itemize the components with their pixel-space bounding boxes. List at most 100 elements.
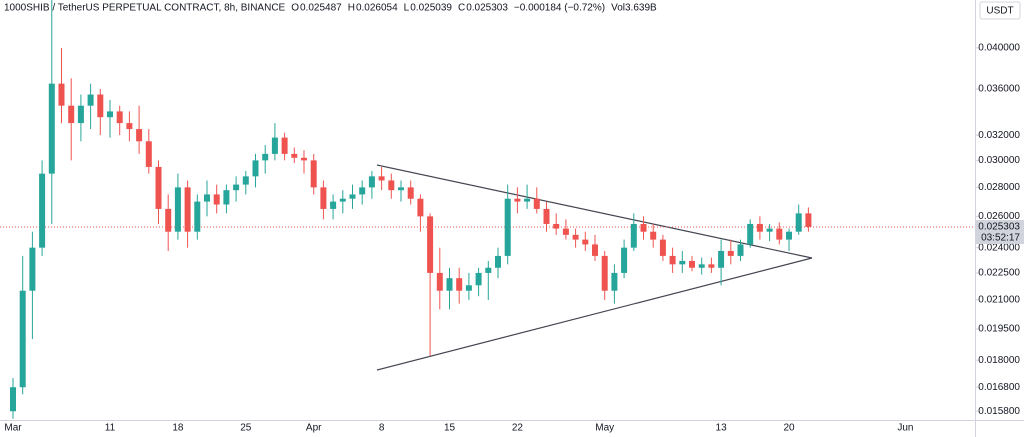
candle-body (330, 201, 337, 209)
candle-body (136, 129, 143, 142)
candle-body (242, 176, 249, 185)
candle-body (174, 187, 181, 232)
candle-body (766, 228, 773, 232)
readout-volume: Vol3.639B (611, 3, 657, 14)
candle-body (165, 208, 172, 232)
y-tick-label: 0.036000 (978, 84, 1020, 95)
x-tick-label: Apr (306, 423, 322, 434)
candle-body (87, 94, 94, 106)
candle-body (97, 94, 104, 118)
candle-body (543, 208, 550, 224)
candle-body (465, 285, 472, 291)
candle-body (19, 290, 26, 388)
candle-body (107, 111, 113, 118)
candle-body (533, 198, 540, 209)
candle-body (378, 176, 385, 181)
currency[interactable]: USDT (986, 6, 1013, 17)
y-tick-label: 0.026000 (978, 211, 1020, 222)
y-tick-label: 0.019500 (978, 324, 1020, 335)
candle-body (795, 213, 802, 232)
candle-body (398, 187, 404, 191)
candle-body (310, 160, 317, 188)
candle-body (562, 228, 569, 235)
candle-body (611, 272, 618, 291)
y-tick-label: 0.021000 (978, 295, 1020, 306)
candle-body (776, 228, 783, 240)
candle-body (10, 387, 16, 412)
candle-body (708, 264, 715, 268)
readout-change: −0.000184 (−0.72%) (514, 3, 605, 14)
trendline-upper (376, 164, 813, 259)
candle-body (339, 198, 346, 202)
candle-body (39, 173, 46, 248)
x-tick-label: Mar (4, 423, 22, 434)
candle-body (504, 198, 511, 256)
y-tick-label: 0.015800 (978, 406, 1020, 417)
readout-value: 0.026054 (356, 3, 398, 14)
y-tick-label: 0.016800 (978, 382, 1020, 393)
candle-body (407, 187, 414, 199)
trendline-lower (376, 257, 813, 371)
candle-body (320, 187, 327, 209)
candle-body (48, 83, 55, 174)
x-tick-label: 18 (172, 423, 184, 434)
candle-body (621, 247, 628, 273)
candle-body (659, 239, 666, 256)
y-tick-label: 0.022500 (978, 268, 1020, 279)
candle-body (524, 198, 531, 202)
candle-body (29, 247, 36, 291)
last-price-box (976, 219, 1024, 244)
candle-body (689, 260, 695, 268)
candle-body (756, 223, 763, 232)
candle-body (145, 141, 152, 167)
candle-body (77, 105, 84, 124)
candle-body (679, 260, 686, 265)
candle-body (446, 278, 453, 291)
candle-body (126, 123, 133, 130)
candle-body (349, 194, 356, 199)
candle-body (669, 255, 676, 265)
candle-body (592, 244, 598, 256)
countdown: 03:52:17 (981, 233, 1020, 244)
x-tick-label: 25 (240, 423, 252, 434)
candle-body (155, 166, 162, 209)
x-tick-label: Jun (897, 423, 913, 434)
currency-box[interactable] (979, 1, 1021, 20)
x-tick-label: 20 (783, 423, 795, 434)
candle-body (213, 194, 220, 205)
candle-body (368, 176, 375, 188)
candle-body (204, 194, 210, 202)
candle-body (359, 187, 366, 195)
y-tick-label: 0.018000 (978, 355, 1020, 366)
candle-body (553, 223, 560, 229)
candle-body (572, 234, 579, 240)
candle-body (417, 198, 424, 217)
x-tick-label: 13 (716, 423, 728, 434)
candle-body (514, 198, 521, 202)
candle-body (223, 190, 230, 205)
candle-body (427, 216, 434, 273)
x-tick-label: 22 (512, 423, 524, 434)
y-tick-label: 0.024000 (978, 242, 1020, 253)
x-tick-label: 11 (105, 423, 116, 434)
readout-value: 0.025039 (410, 3, 452, 14)
candle-body (116, 111, 123, 124)
y-tick-label: 0.028000 (978, 182, 1020, 193)
candle-body (58, 83, 65, 106)
candle-body (786, 231, 792, 240)
readout-label: C (458, 3, 465, 14)
y-tick-label: 0.040000 (978, 42, 1020, 53)
candle-body (650, 231, 657, 240)
x-tick-label: 8 (379, 423, 385, 434)
y-tick-label: 0.032000 (978, 130, 1020, 141)
candle-body (233, 184, 240, 191)
candle-body (475, 272, 482, 286)
x-tick-label: 15 (444, 423, 456, 434)
candle-body (252, 160, 259, 177)
candle-body (601, 255, 608, 291)
candle-body (485, 267, 492, 273)
candle-body (291, 153, 298, 158)
candle-body (388, 180, 395, 191)
